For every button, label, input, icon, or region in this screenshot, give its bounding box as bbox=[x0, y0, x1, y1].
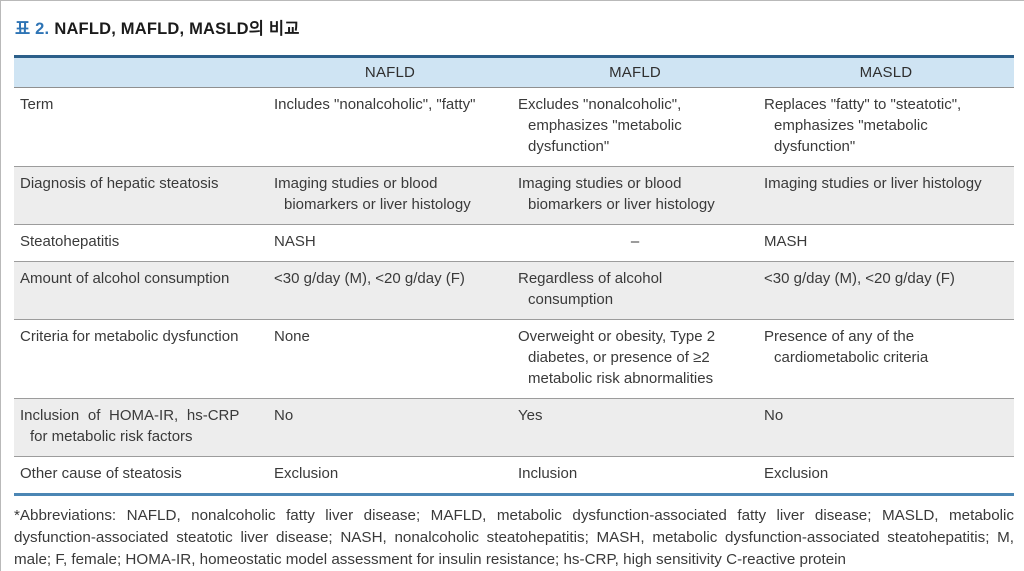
row-label-cell: Steatohepatitis bbox=[20, 233, 120, 250]
row-label-cell: Criteria for metabolic dysfunction bbox=[20, 328, 239, 345]
nafld-cell: NASH bbox=[274, 233, 316, 250]
mafld-cell: Overweight or obesity, Type 2 diabetes, … bbox=[518, 328, 716, 387]
table-number: 표 2. bbox=[15, 20, 50, 38]
table-row: Term Includes "nonalcoholic", "fatty" Ex… bbox=[14, 88, 1014, 167]
mafld-cell: Excludes "nonalcoholic", emphasizes "met… bbox=[518, 96, 682, 155]
header-mafld: MAFLD bbox=[609, 64, 661, 81]
masld-cell: Presence of any of the cardiometabolic c… bbox=[764, 328, 929, 366]
nafld-cell: Imaging studies or blood biomarkers or l… bbox=[274, 175, 471, 213]
row-label-cell: Inclusion of HOMA-IR, hs-CRP for metabol… bbox=[20, 407, 240, 445]
table-row: Inclusion of HOMA-IR, hs-CRP for metabol… bbox=[14, 398, 1014, 457]
masld-cell: <30 g/day (M), <20 g/day (F) bbox=[764, 270, 955, 287]
header-empty-cell bbox=[14, 57, 268, 88]
mafld-cell: Yes bbox=[518, 407, 543, 424]
nafld-cell: Exclusion bbox=[274, 465, 339, 482]
row-label-cell: Other cause of steatosis bbox=[20, 465, 182, 482]
table-caption: 표 2. NAFLD, MAFLD, MASLD의 비교 bbox=[15, 15, 1013, 39]
row-label-cell: Amount of alcohol consumption bbox=[20, 270, 230, 287]
masld-cell: No bbox=[764, 407, 784, 424]
row-label-cell: Term bbox=[20, 96, 54, 113]
table-row: Steatohepatitis NASH – MASH bbox=[14, 225, 1014, 262]
mafld-cell: Imaging studies or blood biomarkers or l… bbox=[518, 175, 715, 213]
table-row: Other cause of steatosis Exclusion Inclu… bbox=[14, 457, 1014, 495]
nafld-cell: No bbox=[274, 407, 294, 424]
masld-cell: Imaging studies or liver histology bbox=[764, 175, 982, 192]
nafld-cell: None bbox=[274, 328, 310, 345]
mafld-cell: – bbox=[630, 233, 640, 250]
footnote: *Abbreviations: NAFLD, nonalcoholic fatt… bbox=[14, 507, 1014, 568]
mafld-cell: Regardless of alcohol consumption bbox=[518, 270, 663, 308]
header-row: NAFLD MAFLD MASLD bbox=[14, 56, 1014, 88]
masld-cell: MASH bbox=[764, 233, 808, 250]
nafld-cell: <30 g/day (M), <20 g/day (F) bbox=[274, 270, 465, 287]
masld-cell: Exclusion bbox=[764, 465, 829, 482]
row-label-cell: Diagnosis of hepatic steatosis bbox=[20, 175, 219, 192]
nafld-cell: Includes "nonalcoholic", "fatty" bbox=[274, 96, 476, 113]
table-row: Diagnosis of hepatic steatosis Imaging s… bbox=[14, 166, 1014, 225]
table-title: NAFLD, MAFLD, MASLD의 비교 bbox=[54, 20, 300, 38]
header-nafld: NAFLD bbox=[364, 64, 416, 81]
comparison-table: NAFLD MAFLD MASLD Term Includes "nonalco… bbox=[14, 55, 1014, 496]
mafld-cell: Inclusion bbox=[518, 465, 578, 482]
table-row: Amount of alcohol consumption <30 g/day … bbox=[14, 261, 1014, 320]
table-row: Criteria for metabolic dysfunction None … bbox=[14, 320, 1014, 399]
header-masld: MASLD bbox=[859, 64, 913, 81]
masld-cell: Replaces "fatty" to "steatotic", emphasi… bbox=[764, 96, 962, 155]
